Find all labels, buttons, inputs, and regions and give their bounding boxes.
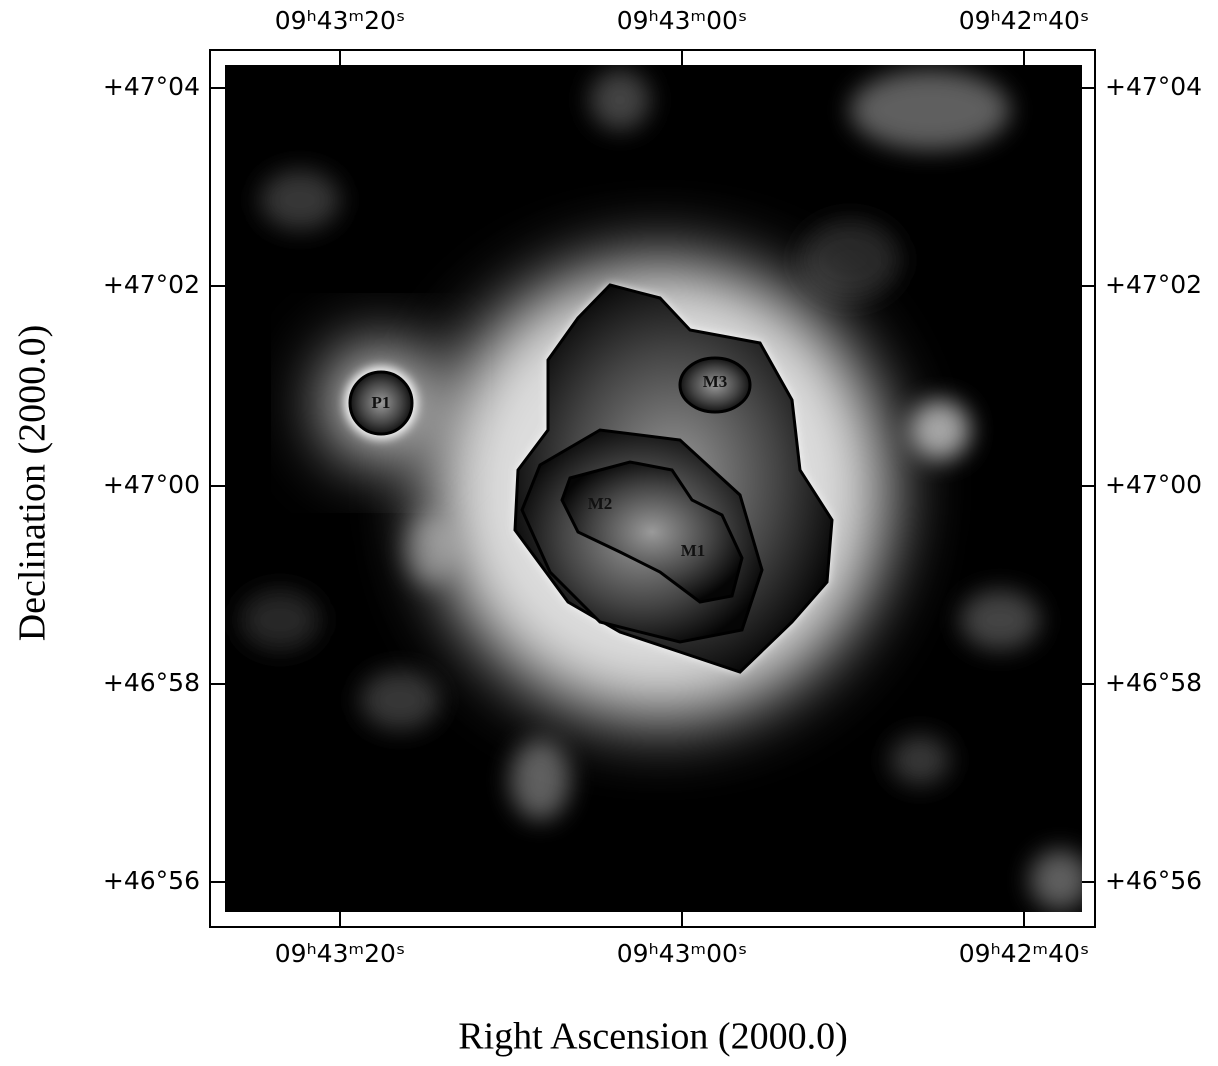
ra-tick-label: 09ʰ43ᵐ00ˢ — [617, 939, 747, 968]
dec-tick-label: +47°00 — [1105, 470, 1202, 499]
x-axis-label: Right Ascension (2000.0) — [458, 1016, 847, 1058]
source-label: M2 — [588, 494, 613, 513]
ra-tick-label: 09ʰ43ᵐ00ˢ — [617, 6, 747, 35]
dec-tick-label: +46°58 — [1105, 668, 1202, 697]
dec-tick-label: +47°00 — [103, 470, 200, 499]
ra-tick-label: 09ʰ42ᵐ40ˢ — [959, 939, 1089, 968]
dec-tick-label: +47°04 — [103, 72, 200, 101]
dec-tick-label: +46°56 — [1105, 866, 1202, 895]
ra-tick-label: 09ʰ43ᵐ20ˢ — [275, 939, 405, 968]
ra-tick-label: 09ʰ43ᵐ20ˢ — [275, 6, 405, 35]
ra-tick-label: 09ʰ42ᵐ40ˢ — [959, 6, 1089, 35]
dec-tick-label: +46°58 — [103, 668, 200, 697]
dec-tick-label: +47°02 — [1105, 270, 1202, 299]
dec-tick-label: +47°04 — [1105, 72, 1202, 101]
source-label: P1 — [372, 393, 391, 412]
dec-tick-label: +47°02 — [103, 270, 200, 299]
y-axis-label: Declination (2000.0) — [12, 325, 54, 642]
source-label: M3 — [703, 372, 728, 391]
source-label: M1 — [681, 541, 706, 560]
xray-image: P1 M3 M2 M1 — [225, 65, 1082, 912]
dec-tick-label: +46°56 — [103, 866, 200, 895]
